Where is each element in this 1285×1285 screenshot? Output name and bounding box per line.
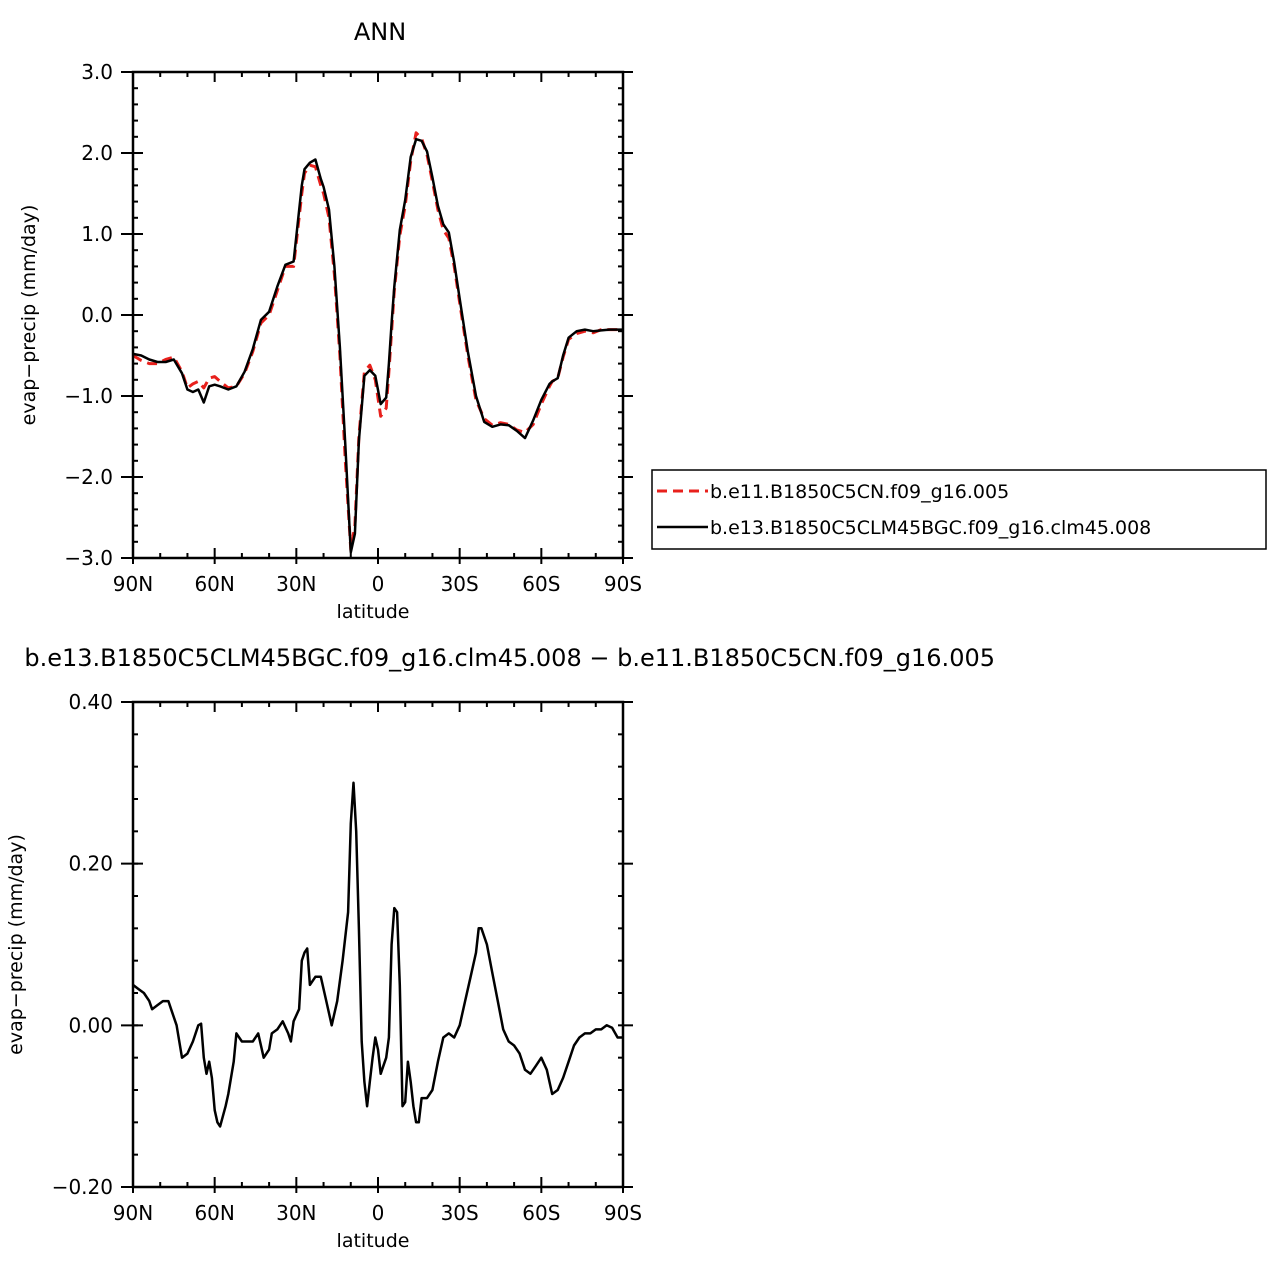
legend: b.e11.B1850C5CN.f09_g16.005 b.e13.B1850C5… [651, 469, 1267, 550]
x-tick-label: 30S [441, 572, 479, 596]
legend-box [651, 469, 1267, 550]
legend-label: b.e11.B1850C5CN.f09_g16.005 [710, 481, 1009, 503]
y-tick-label: 0.40 [68, 690, 113, 714]
y-axis-title: evap−precip (mm/day) [5, 834, 27, 1055]
plot-title: ANN [354, 18, 406, 46]
top-panel-ann: 90N 60N 30N 0 30S 60S 90S 3.0 2.0 1.0 0.0 −1.0 −2.0 −… [18, 18, 642, 623]
y-tick-label: −2.0 [64, 465, 113, 489]
series-line-b-e13 [133, 137, 623, 554]
y-tick-label: 2.0 [81, 141, 113, 165]
y-tick-label: −0.20 [52, 1175, 113, 1199]
y-tick-label: 1.0 [81, 222, 113, 246]
x-axis-title: latitude [337, 601, 410, 623]
x-tick-label: 30N [276, 1201, 316, 1225]
plot-title: b.e13.B1850C5CLM45BGC.f09_g16.clm45.008 … [24, 644, 995, 672]
x-tick-label: 0 [372, 1201, 385, 1225]
x-axis-title: latitude [337, 1230, 410, 1252]
y-axis-title: evap−precip (mm/day) [18, 205, 40, 426]
x-tick-label: 60N [194, 1201, 234, 1225]
y-tick-label: 0.20 [68, 852, 113, 876]
x-tick-label: 60N [194, 572, 234, 596]
y-tick-label: 0.0 [81, 303, 113, 327]
x-tick-label: 30S [441, 1201, 479, 1225]
x-tick-label: 90S [604, 1201, 642, 1225]
x-tick-label: 0 [372, 572, 385, 596]
y-tick-label: 0.00 [68, 1013, 113, 1037]
x-tick-label: 90N [113, 572, 153, 596]
x-tick-label: 30N [276, 572, 316, 596]
y-tick-label: 3.0 [81, 60, 113, 84]
plot-frame [131, 70, 625, 560]
y-tick-label: −3.0 [64, 546, 113, 570]
series-line-b-e11 [133, 131, 623, 552]
legend-label: b.e13.B1850C5CLM45BGC.f09_g16.clm45.008 [710, 517, 1151, 539]
plot-frame [131, 700, 625, 1189]
x-tick-label: 60S [522, 1201, 560, 1225]
series-line-difference [133, 781, 623, 1128]
bottom-panel-difference: 90N 60N 30N 0 30S 60S 90S 0.40 0.20 0.00 −0.20 lati… [5, 644, 995, 1252]
y-tick-label: −1.0 [64, 384, 113, 408]
x-tick-label: 90N [113, 1201, 153, 1225]
x-tick-label: 60S [522, 572, 560, 596]
x-tick-label: 90S [604, 572, 642, 596]
